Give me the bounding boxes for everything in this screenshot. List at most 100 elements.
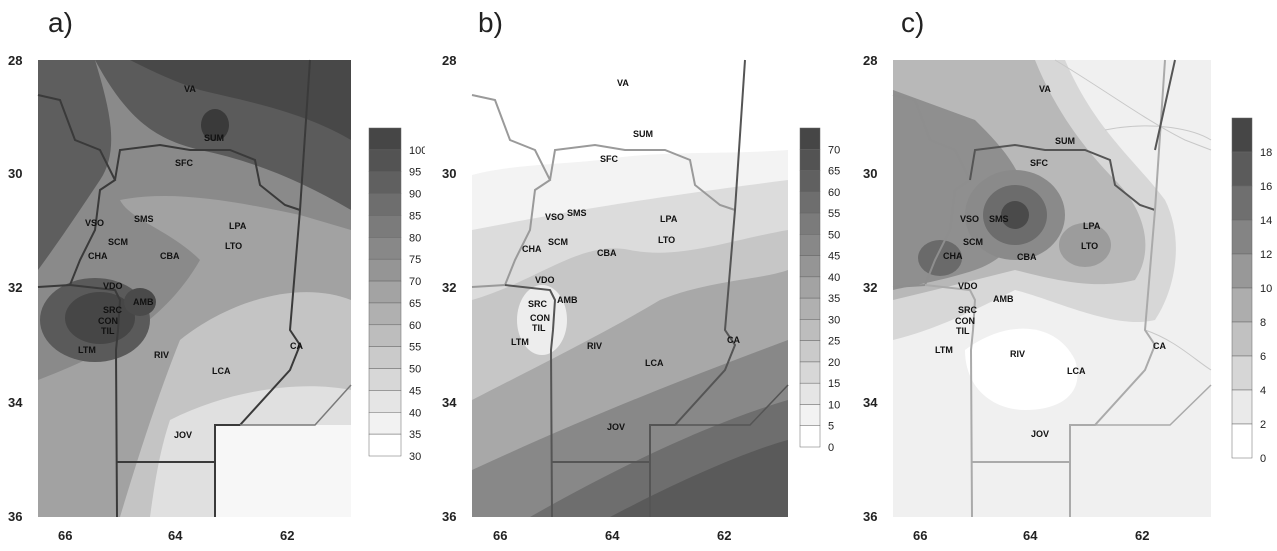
station-label: CON: [955, 316, 975, 326]
legend-swatch: [799, 191, 821, 214]
legend-tick-label: 65: [409, 298, 421, 310]
legend-swatch: [799, 276, 821, 299]
legend-swatch: [1231, 185, 1253, 221]
station-label: SMS: [134, 214, 154, 224]
legend-swatch: [368, 324, 402, 347]
map-svg-c: c) 28 30 32 34 36 66 64: [863, 7, 1272, 543]
x-axis: 66 64 62: [913, 528, 1149, 543]
x-tick-label: 62: [280, 528, 294, 543]
contour-peak: [124, 288, 156, 316]
station-label: JOV: [174, 430, 192, 440]
station-label: LCA: [212, 366, 231, 376]
contour-band: [215, 425, 351, 517]
y-tick-label: 30: [863, 166, 877, 181]
legend-swatch: [368, 368, 402, 391]
contour-trough: [965, 328, 1078, 410]
station-label: SUM: [1055, 136, 1075, 146]
legend-tick-label: 90: [409, 189, 421, 201]
x-tick-label: 66: [58, 528, 72, 543]
legend-swatch: [368, 193, 402, 216]
station-labels: VA SUM SFC VSO SMS LPA LTO SCM CHA CBA V…: [78, 84, 303, 440]
legend-swatch: [368, 390, 402, 413]
legend-swatch: [799, 234, 821, 256]
legend-swatch: [368, 237, 402, 260]
station-label: TIL: [101, 326, 115, 336]
station-label: CA: [1153, 341, 1166, 351]
y-axis: 28 30 32 34 36: [8, 53, 23, 524]
y-tick-label: 32: [8, 280, 22, 295]
station-label: SCM: [963, 237, 983, 247]
panel-label: c): [901, 7, 924, 38]
legend-swatch: [1231, 151, 1253, 187]
legend-swatch: [799, 149, 821, 171]
legend-tick-label: 55: [409, 342, 421, 354]
station-label: SUM: [204, 133, 224, 143]
contour-peak: [1001, 201, 1029, 229]
station-label: AMB: [133, 297, 154, 307]
y-tick-label: 36: [8, 509, 22, 524]
legend-swatch: [368, 171, 402, 194]
station-label: LCA: [645, 358, 664, 368]
province-border: [650, 384, 789, 426]
province-border: [114, 143, 301, 211]
legend-tick-label: 12: [1260, 249, 1272, 261]
station-label: VDO: [958, 281, 978, 291]
legend-tick-label: 70: [828, 144, 840, 156]
y-tick-label: 28: [863, 53, 877, 68]
legend-swatch: [799, 319, 821, 341]
station-label: VDO: [535, 275, 555, 285]
legend-tick-label: 10: [828, 399, 840, 411]
station-label: LTO: [225, 241, 242, 251]
station-label: SUM: [633, 129, 653, 139]
legend-swatch: [1231, 321, 1253, 357]
legend-swatch: [368, 346, 402, 369]
station-label: AMB: [993, 294, 1014, 304]
station-label: CA: [290, 341, 303, 351]
legend-swatch: [368, 302, 402, 326]
y-tick-label: 30: [442, 166, 456, 181]
legend-tick-label: 75: [409, 254, 421, 266]
legend-swatch: [368, 215, 402, 238]
x-axis: 66 64 62: [58, 528, 294, 543]
y-tick-label: 32: [442, 280, 456, 295]
legend-tick-label: 0: [828, 442, 834, 454]
station-label: CON: [98, 316, 118, 326]
y-tick-label: 36: [442, 509, 456, 524]
contour-peak: [918, 240, 962, 276]
legend-tick-label: 14: [1260, 215, 1272, 227]
x-tick-label: 62: [1135, 528, 1149, 543]
legend-swatch: [799, 425, 821, 448]
province-border: [892, 94, 972, 288]
station-label: RIV: [587, 341, 602, 351]
station-label: SFC: [600, 154, 619, 164]
legend-tick-label: 85: [409, 210, 421, 222]
legend-tick-label: 60: [409, 320, 421, 332]
station-label: VA: [184, 84, 196, 94]
map-panel-a: a) 28 30 32 34 36 66: [0, 0, 427, 546]
station-label: LTM: [511, 337, 529, 347]
x-tick-label: 66: [493, 528, 507, 543]
station-label: SFC: [175, 158, 194, 168]
legend-swatch: [799, 170, 821, 193]
station-label: VA: [617, 78, 629, 88]
legend-swatch: [799, 404, 821, 426]
station-label: VA: [1039, 84, 1051, 94]
legend-swatch: [368, 412, 402, 435]
panel-label: a): [48, 7, 73, 38]
legend-swatch: [368, 258, 402, 282]
legend-swatch: [368, 433, 402, 457]
legend-swatch: [1231, 253, 1253, 289]
legend-tick-label: 25: [828, 336, 840, 348]
station-label: SRC: [958, 305, 978, 315]
station-label: JOV: [1031, 429, 1049, 439]
legend-swatch: [1231, 423, 1253, 459]
station-label: CON: [530, 313, 550, 323]
y-tick-label: 30: [8, 166, 22, 181]
station-label: CBA: [597, 248, 617, 258]
station-label: AMB: [557, 295, 578, 305]
station-label: SMS: [567, 208, 587, 218]
legend-swatch: [1231, 287, 1253, 323]
station-label: LTO: [658, 235, 675, 245]
station-label: RIV: [154, 350, 169, 360]
station-label: VSO: [960, 214, 979, 224]
